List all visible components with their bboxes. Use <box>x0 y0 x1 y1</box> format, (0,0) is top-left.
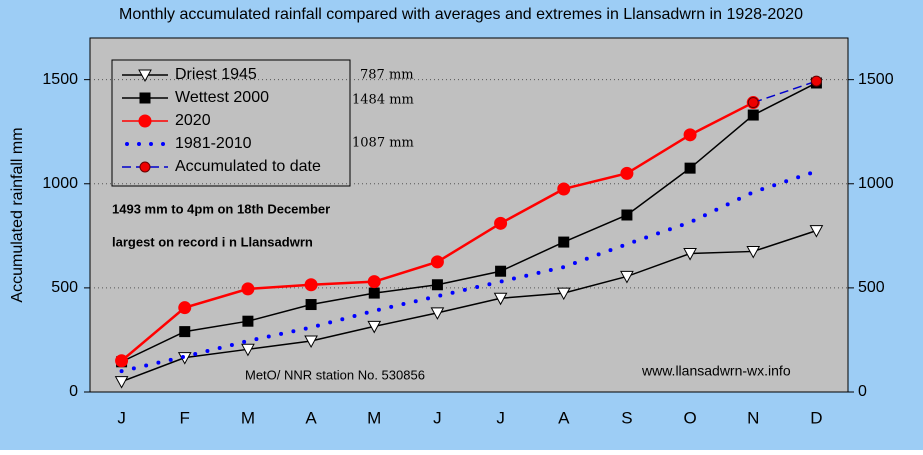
marker <box>178 301 192 315</box>
legend-label: Wettest 2000 <box>175 89 269 106</box>
y2-tick-label: 1000 <box>858 175 894 192</box>
marker <box>746 245 761 259</box>
series-line <box>121 229 817 383</box>
series-line <box>121 82 817 363</box>
legend-label: Driest 1945 <box>175 66 257 83</box>
marker <box>683 248 697 261</box>
y-tick-label: 500 <box>51 279 78 296</box>
x-tick-label: J <box>433 408 442 427</box>
x-tick-label: M <box>367 408 381 427</box>
marker <box>115 354 129 368</box>
marker <box>558 236 570 248</box>
marker <box>139 92 151 104</box>
legend-label: 1981-2010 <box>175 135 252 152</box>
marker <box>367 320 382 334</box>
x-tick-label: M <box>241 408 255 427</box>
x-tick-label: J <box>496 408 505 427</box>
marker <box>684 162 696 174</box>
marker <box>747 109 759 121</box>
y-axis-label: Accumulated rainfall mm <box>9 127 26 302</box>
x-tick-label: N <box>747 408 759 427</box>
marker <box>621 209 633 221</box>
legend-label: 2020 <box>175 112 211 129</box>
legend <box>111 59 351 187</box>
annotation: 1087 mm <box>352 136 414 151</box>
y-tick-label: 1000 <box>42 175 78 192</box>
x-tick-label: F <box>180 408 190 427</box>
series-line <box>753 80 817 104</box>
annotation: 1484 mm <box>352 93 414 108</box>
marker <box>430 307 445 320</box>
marker <box>557 182 571 196</box>
y2-tick-label: 1500 <box>858 71 894 88</box>
marker <box>495 265 507 277</box>
marker <box>139 161 151 173</box>
x-tick-label: S <box>621 408 632 427</box>
marker <box>493 292 508 306</box>
marker <box>683 128 697 142</box>
marker <box>430 255 444 269</box>
marker <box>179 326 191 338</box>
annotation: largest on record i n Llansadwrn <box>112 234 313 249</box>
marker <box>747 97 759 109</box>
y2-tick-label: 500 <box>858 279 885 296</box>
x-tick-label: A <box>305 408 317 427</box>
marker <box>367 275 381 289</box>
marker <box>304 335 318 349</box>
annotation: 1493 mm to 4pm on 18th December <box>112 201 330 216</box>
marker <box>241 282 255 296</box>
annotation: MetO/ NNR station No. 530856 <box>245 367 425 382</box>
marker <box>368 287 380 299</box>
marker <box>241 343 255 357</box>
marker <box>138 114 152 128</box>
chart-title: Monthly accumulated rainfall compared wi… <box>119 6 803 23</box>
marker <box>304 278 318 292</box>
marker <box>305 299 317 311</box>
marker <box>494 216 508 230</box>
marker <box>242 315 254 327</box>
x-tick-label: D <box>810 408 822 427</box>
marker <box>114 376 129 389</box>
marker <box>431 279 443 291</box>
marker <box>809 225 824 238</box>
marker <box>138 69 152 83</box>
marker <box>620 166 634 180</box>
marker <box>556 287 571 301</box>
x-tick-label: J <box>117 408 126 427</box>
annotation: 787 mm <box>360 68 414 83</box>
x-tick-label: A <box>558 408 570 427</box>
marker <box>620 270 634 284</box>
y-tick-label: 0 <box>69 383 78 400</box>
legend-label: Accumulated to date <box>175 158 321 175</box>
marker <box>810 75 822 87</box>
x-tick-label: O <box>683 408 696 427</box>
y2-tick-label: 0 <box>858 383 867 400</box>
y-tick-label: 1500 <box>42 71 78 88</box>
annotation: www.llansadwrn-wx.info <box>641 363 791 379</box>
